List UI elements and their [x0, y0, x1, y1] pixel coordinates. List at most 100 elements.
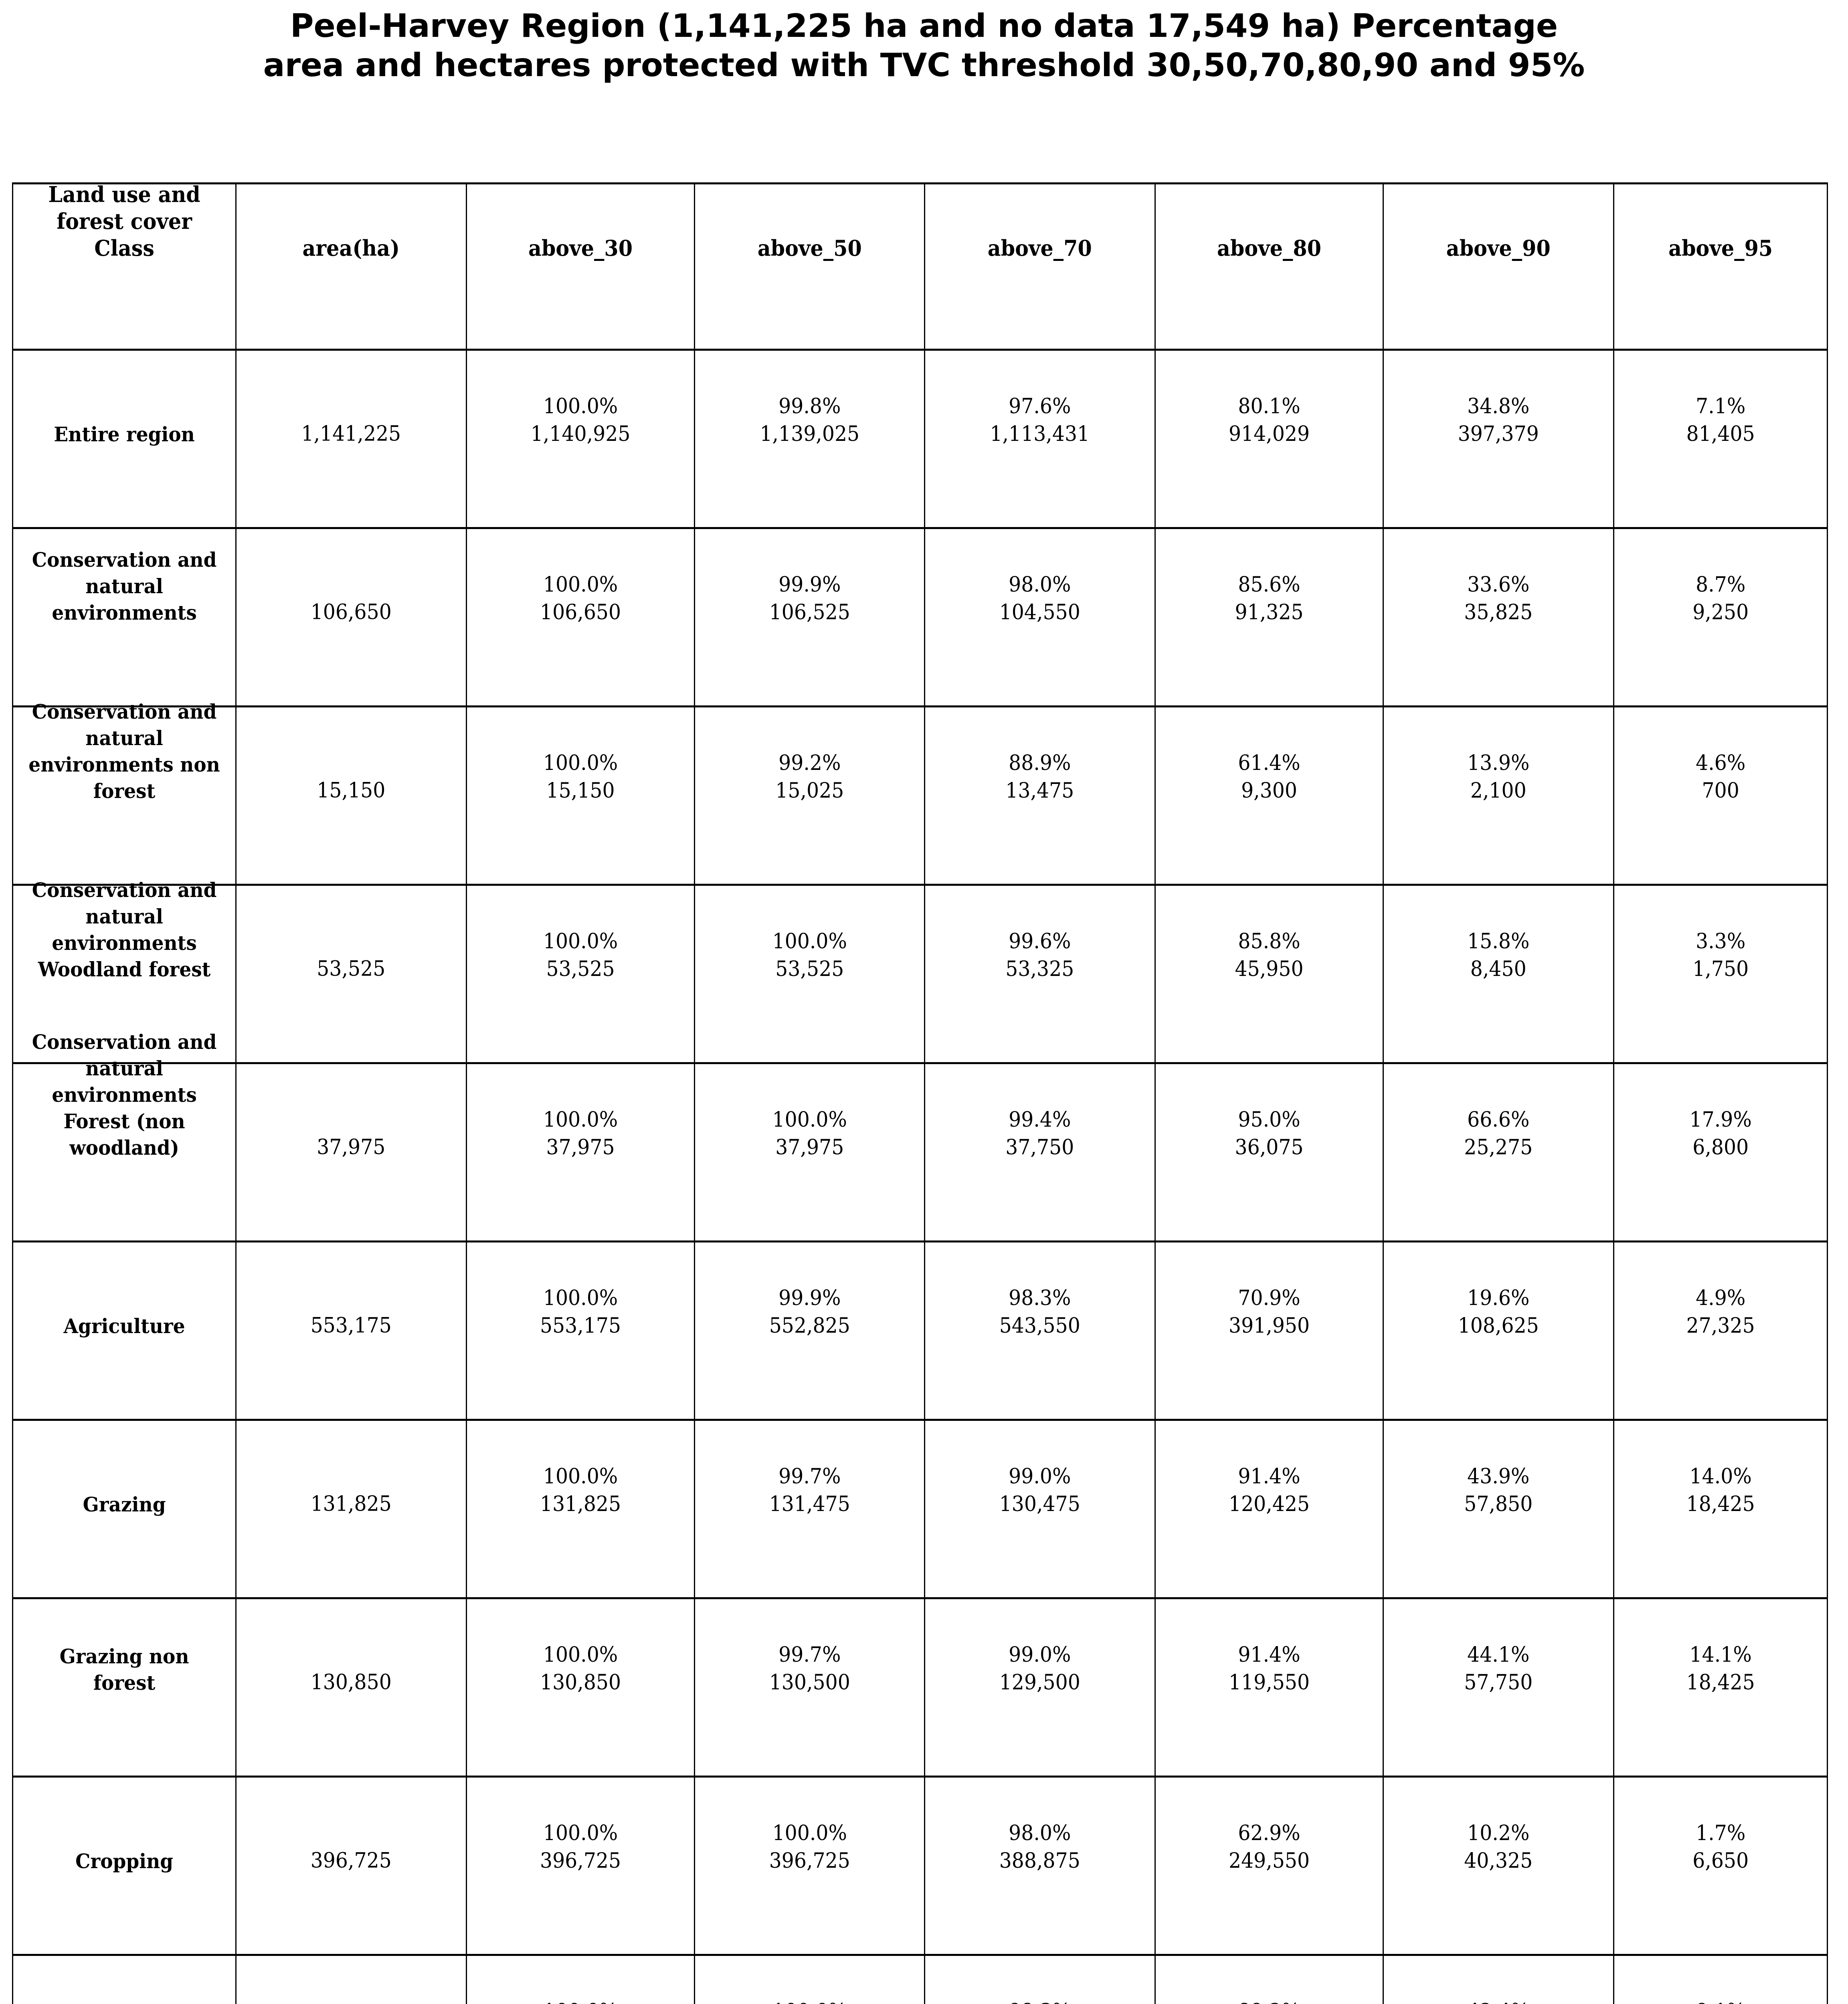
percent-value: 15.8% — [1467, 929, 1530, 954]
hectares-value: 53,325 — [1005, 957, 1074, 981]
hectares-value: 8,450 — [1470, 957, 1527, 981]
area-cell: 106,650 — [235, 529, 466, 705]
row-label: Grazing non forest — [59, 1644, 189, 1695]
hectares-value: 91,325 — [1235, 600, 1304, 624]
above-50-cell: 99.7% 130,500 — [694, 1599, 924, 1776]
area-cell: 130,850 — [235, 1599, 466, 1776]
hectares-value: 15,025 — [775, 778, 844, 803]
above-70-cell: 98.3%24,200 — [924, 1956, 1154, 2004]
column-header: above_95 — [1668, 235, 1773, 261]
above-50-cell: 99.7% 131,475 — [694, 1421, 924, 1597]
row-label: Entire region — [54, 422, 195, 446]
above-80-cell: 85.8% 45,950 — [1154, 886, 1383, 1062]
above-30-cell: 100.0% 396,725 — [465, 1778, 694, 1954]
area-value: 15,150 — [317, 778, 386, 803]
percent-value: 99.8% — [778, 394, 841, 418]
above-50-cell: 99.9% 552,825 — [694, 1242, 924, 1419]
hectares-value: 700 — [1702, 778, 1739, 803]
column-header-cell: area(ha) — [235, 184, 466, 349]
row-label: Agriculture — [63, 1314, 185, 1338]
percent-value: 97.6% — [1009, 394, 1071, 418]
hectares-value: 27,325 — [1686, 1313, 1755, 1338]
hectares-value: 6,650 — [1692, 1848, 1749, 1873]
area-value: 396,725 — [310, 1848, 392, 1873]
percent-value: 4.6% — [1695, 751, 1745, 775]
above-95-cell: 17.9% 6,800 — [1613, 1064, 1827, 1240]
percent-value: 100.0% — [772, 929, 847, 954]
hectares-value: 106,525 — [769, 600, 850, 624]
percent-value: 17.9% — [1689, 1107, 1752, 1132]
percent-value: 100.0% — [543, 1286, 618, 1310]
percent-value: 91.4% — [1238, 1464, 1300, 1489]
area-cell: 24,625 — [235, 1956, 466, 2004]
percent-value: 99.0% — [1009, 1642, 1071, 1667]
above-50-cell: 100.0% 396,725 — [694, 1778, 924, 1954]
row-label-cell: Conservation and natural environments no… — [13, 700, 235, 884]
above-30-cell: 100.0% 1,140,925 — [465, 351, 694, 527]
hectares-value: 53,525 — [775, 957, 844, 981]
percent-value: 100.0% — [543, 1821, 618, 1845]
hectares-value: 15,150 — [546, 778, 615, 803]
table-row: Cropping 396,725 100.0% 396,725 100.0% 396… — [13, 1778, 1827, 1956]
above-50-cell: 100.0%24,625 — [694, 1956, 924, 2004]
above-95-cell: 4.9% 27,325 — [1613, 1242, 1827, 1419]
hectares-value: 391,950 — [1228, 1313, 1310, 1338]
above-90-cell: 34.8% 397,379 — [1383, 351, 1613, 527]
percent-value: 66.6% — [1467, 1107, 1530, 1132]
table-header-row: Land use and forest cover Class area(ha)… — [13, 182, 1827, 351]
table-row: Conservation and natural environments Fo… — [13, 1030, 1827, 1242]
hectares-value: 81,405 — [1686, 422, 1755, 446]
percent-value: 1.7% — [1695, 1821, 1745, 1845]
above-80-cell: 91.4% 119,550 — [1154, 1599, 1383, 1776]
percent-value: 99.7% — [778, 1642, 841, 1667]
hectares-value: 2,100 — [1470, 778, 1527, 803]
above-95-cell: 14.0% 18,425 — [1613, 1421, 1827, 1597]
percent-value: 98.0% — [1009, 1821, 1071, 1845]
above-80-cell: 62.9% 249,550 — [1154, 1778, 1383, 1954]
hectares-value: 45,950 — [1235, 957, 1304, 981]
above-30-cell: 100.0% 131,825 — [465, 1421, 694, 1597]
above-95-cell: 14.1% 18,425 — [1613, 1599, 1827, 1776]
above-80-cell: 80.1% 914,029 — [1154, 351, 1383, 527]
above-70-cell: 97.6% 1,113,431 — [924, 351, 1154, 527]
above-95-cell: 3.3% 1,750 — [1613, 886, 1827, 1062]
above-50-cell: 99.2% 15,025 — [694, 707, 924, 884]
column-header-cell: above_90 — [1383, 184, 1613, 349]
area-cell: 396,725 — [235, 1778, 466, 1954]
percent-value: 98.3% — [932, 1998, 1148, 2004]
hectares-value: 13,475 — [1005, 778, 1074, 803]
above-90-cell: 66.6% 25,275 — [1383, 1064, 1613, 1240]
percent-value: 99.0% — [1009, 1464, 1071, 1489]
percent-value: 98.0% — [1009, 572, 1071, 597]
percent-value: 100.0% — [543, 929, 618, 954]
percent-value: 34.8% — [1467, 394, 1530, 418]
area-value: 1,141,225 — [301, 422, 401, 446]
above-70-cell: 99.4% 37,750 — [924, 1064, 1154, 1240]
hectares-value: 388,875 — [999, 1848, 1081, 1873]
table-row: Agriculture 553,175 100.0% 553,175 99.9% 5… — [13, 1242, 1827, 1421]
percent-value: 99.2% — [778, 751, 841, 775]
row-label-cell: Irrigation — [13, 1956, 235, 2004]
above-70-cell: 99.6% 53,325 — [924, 886, 1154, 1062]
row-label-cell: Conservation and natural environments Fo… — [13, 1030, 235, 1240]
landuse-protection-table: Land use and forest cover Class area(ha)… — [12, 182, 1828, 2004]
percent-value: 3.3% — [1695, 929, 1745, 954]
percent-value: 100.0% — [474, 1998, 687, 2004]
column-header: area(ha) — [302, 235, 400, 261]
hectares-value: 1,140,925 — [530, 422, 631, 446]
hectares-value: 131,825 — [540, 1492, 621, 1516]
percent-value: 98.3% — [1009, 1286, 1071, 1310]
above-30-cell: 100.0% 15,150 — [465, 707, 694, 884]
above-50-cell: 100.0% 53,525 — [694, 886, 924, 1062]
column-header-cell: above_30 — [465, 184, 694, 349]
percent-value: 85.6% — [1238, 572, 1300, 597]
percent-value: 4.9% — [1695, 1286, 1745, 1310]
table-row: Conservation and natural environments Wo… — [13, 878, 1827, 1064]
above-70-cell: 88.9% 13,475 — [924, 707, 1154, 884]
hectares-value: 249,550 — [1228, 1848, 1310, 1873]
above-50-cell: 99.8% 1,139,025 — [694, 351, 924, 527]
hectares-value: 37,750 — [1005, 1135, 1074, 1160]
area-cell: 553,175 — [235, 1242, 466, 1419]
percent-value: 100.0% — [543, 394, 618, 418]
percent-value: 80.1% — [1238, 394, 1300, 418]
